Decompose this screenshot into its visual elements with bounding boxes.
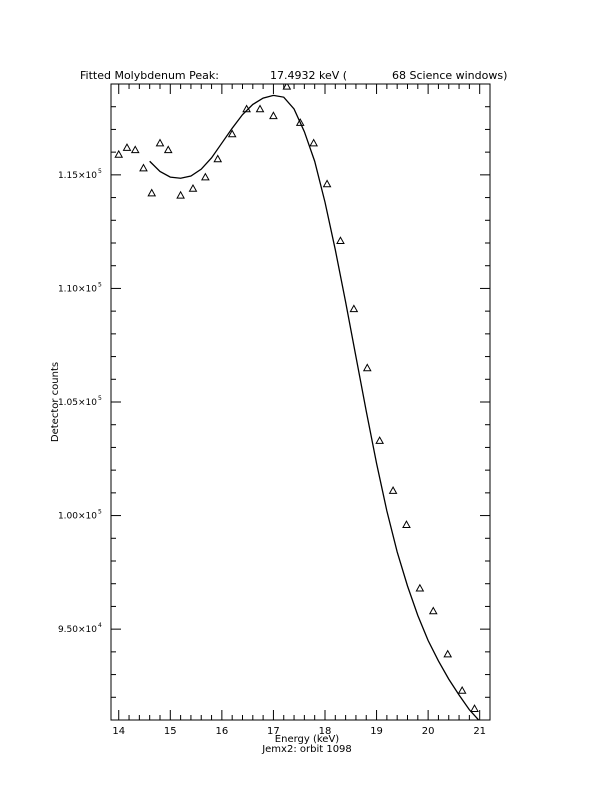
chart-title-energy: 17.4932 keV ( [270, 69, 347, 82]
y-tick-exponent: 4 [98, 622, 102, 629]
data-point-triangle [114, 149, 124, 158]
data-point-triangle [213, 154, 223, 163]
chart-title-left: Fitted Molybdenum Peak: [80, 69, 219, 82]
data-point-triangle [155, 138, 165, 147]
axis-ticks [111, 83, 491, 721]
data-point-triangle [130, 145, 140, 154]
data-point-triangle [470, 704, 479, 712]
data-point-triangle [428, 606, 438, 615]
data-point-triangle [188, 183, 198, 192]
data-points [114, 84, 479, 712]
y-tick-exponent: 5 [98, 509, 102, 516]
x-tick-label: 16 [215, 726, 228, 737]
data-point-triangle [176, 190, 185, 199]
x-tick-label: 15 [164, 726, 177, 737]
data-point-triangle [295, 118, 305, 126]
fit-curve [149, 94, 480, 720]
x-tick-label: 21 [473, 726, 486, 737]
data-point-triangle [443, 649, 453, 658]
plot-frame [110, 83, 491, 721]
y-tick-label: 1.05×10 [58, 398, 97, 408]
data-point-triangle [122, 143, 132, 151]
data-point-triangle [322, 179, 332, 188]
y-tick-label: 1.15×10 [58, 171, 97, 181]
data-point-triangle [362, 363, 372, 372]
y-tick-label: 1.10×10 [58, 284, 97, 294]
data-point-triangle [269, 111, 278, 120]
data-point-triangle [163, 145, 173, 154]
data-point-triangle [147, 188, 157, 197]
x-axis-label: Energy (keV) [275, 734, 340, 745]
data-point-triangle [402, 520, 411, 528]
x-tick-labels: 14 15 16 17 18 19 20 21 [112, 726, 486, 737]
x-tick-label: 20 [422, 726, 435, 737]
y-axis-label: Detector counts [50, 362, 61, 442]
x-tick-label: 19 [370, 726, 383, 737]
y-tick-labels: 9.50×10 41.00×10 51.05×10 51.10×10 51.15×10 5 [58, 168, 102, 635]
x-tick-label: 17 [267, 726, 280, 737]
data-point-triangle [227, 129, 237, 138]
data-point-triangle [349, 304, 359, 313]
data-point-triangle [255, 104, 265, 113]
data-point-triangle [242, 104, 251, 113]
data-point-triangle [201, 172, 210, 181]
data-point-triangle [282, 84, 292, 90]
y-tick-exponent: 5 [98, 168, 102, 175]
data-point-triangle [457, 685, 467, 694]
data-point-triangle [388, 486, 398, 494]
chart-title-windows: 68 Science windows) [392, 69, 507, 82]
data-point-triangle [139, 163, 148, 172]
data-point-triangle [336, 236, 345, 245]
data-point-triangle [309, 138, 318, 147]
y-tick-exponent: 5 [98, 281, 102, 288]
y-tick-label: 1.00×10 [58, 512, 97, 522]
y-tick-label: 9.50×10 [58, 625, 97, 635]
x-tick-label: 18 [319, 726, 332, 737]
data-point-triangle [415, 583, 425, 592]
x-tick-label: 14 [112, 726, 125, 737]
y-tick-exponent: 5 [98, 395, 102, 402]
data-point-triangle [375, 436, 385, 444]
sub-caption: Jemx2: orbit 1098 [261, 744, 352, 755]
